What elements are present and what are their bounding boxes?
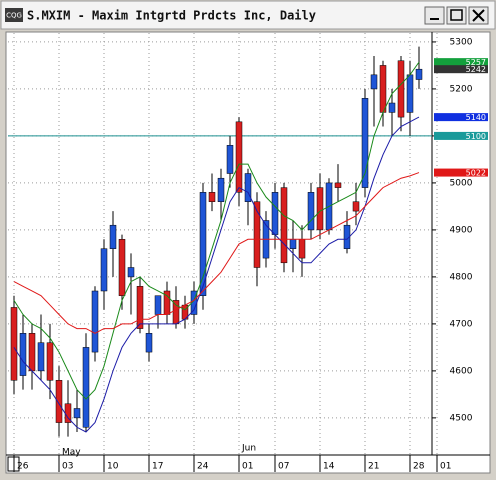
- candle-body: [253, 201, 261, 268]
- candle-body: [73, 408, 81, 419]
- moving-average: [13, 61, 420, 400]
- x-tick-label: 10: [107, 462, 119, 472]
- candle-body: [172, 300, 180, 325]
- window-title: S.MXIM - Maxim Intgrtd Prdcts Inc, Daily: [27, 9, 316, 23]
- candle-body: [388, 102, 396, 113]
- price-tag-label: 5140: [466, 113, 486, 122]
- y-tick-label: 5200: [450, 84, 473, 94]
- candle-body: [244, 173, 252, 202]
- price-tag: [434, 168, 488, 177]
- candle-body: [19, 333, 27, 376]
- y-tick-label: 4500: [450, 413, 473, 423]
- candle-body: [397, 60, 405, 118]
- price-tag: [434, 65, 488, 74]
- x-tick-label: 21: [368, 462, 379, 472]
- candle-body: [361, 98, 369, 188]
- candle-body: [406, 74, 414, 113]
- price-tag-label: 5242: [466, 65, 486, 74]
- candle-body: [235, 121, 243, 193]
- candle-body: [55, 380, 63, 423]
- candle-body: [370, 74, 378, 90]
- y-tick-label: 5300: [450, 37, 473, 47]
- x-tick-label: 14: [323, 462, 335, 472]
- candle-body: [46, 342, 54, 381]
- price-tag: [434, 113, 488, 122]
- month-label: May: [62, 448, 81, 458]
- candle-body: [307, 192, 315, 231]
- y-tick-label: 4900: [450, 225, 473, 235]
- price-tag: [434, 58, 488, 67]
- x-tick-label: 28: [413, 462, 425, 472]
- candle-body: [37, 342, 45, 372]
- app-icon-text: CQG: [6, 12, 22, 20]
- price-tag-label: 5257: [466, 58, 486, 67]
- candle-body: [154, 295, 162, 315]
- candle-body: [379, 65, 387, 113]
- minimize-button[interactable]: [424, 6, 445, 25]
- candle-body: [199, 192, 207, 296]
- moving-average: [13, 172, 420, 334]
- candle-body: [289, 239, 297, 249]
- candle-body: [10, 307, 18, 381]
- title-bar: [0, 0, 496, 30]
- x-tick-label: 01: [440, 462, 451, 472]
- y-tick-label: 5000: [450, 178, 473, 188]
- x-tick-label: 03: [62, 462, 73, 472]
- candle-body: [118, 239, 126, 296]
- x-tick-label: 17: [152, 462, 163, 472]
- candle-body: [334, 182, 342, 188]
- candle-body: [100, 248, 108, 292]
- candle-body: [271, 192, 279, 235]
- candle-body: [127, 267, 135, 278]
- y-tick-label: 4700: [450, 319, 473, 329]
- month-label: Jun: [241, 444, 256, 454]
- candle-body: [109, 224, 117, 249]
- candle-body: [28, 333, 36, 372]
- y-tick-label: 4600: [450, 366, 473, 376]
- candle-body: [217, 177, 225, 202]
- x-tick-label: 26: [17, 462, 29, 472]
- candle-body: [298, 239, 306, 259]
- app-icon: [5, 8, 23, 22]
- candle-body: [343, 224, 351, 249]
- candle-body: [91, 290, 99, 353]
- candle-body: [136, 286, 144, 329]
- window-buttons[interactable]: [424, 6, 489, 25]
- candle-body: [280, 187, 288, 264]
- price-tag-label: 5022: [466, 169, 486, 178]
- close-glyph: [472, 9, 485, 22]
- maximize-glyph: [450, 9, 463, 21]
- candle-body: [145, 333, 153, 353]
- candle-body: [352, 201, 360, 212]
- chart-panel: [5, 31, 491, 474]
- candle-body: [316, 187, 324, 231]
- candle-body: [208, 192, 216, 202]
- x-tick-label: 01: [242, 462, 253, 472]
- x-tick-label: 24: [197, 462, 209, 472]
- candle-body: [226, 145, 234, 174]
- price-tag: [434, 131, 488, 140]
- x-tick-label: 07: [278, 462, 289, 472]
- candle-body: [415, 68, 423, 80]
- y-tick-label: 4800: [450, 272, 473, 282]
- candle-body: [82, 347, 90, 428]
- price-tag-label: 5100: [466, 132, 486, 141]
- moving-average: [13, 116, 420, 433]
